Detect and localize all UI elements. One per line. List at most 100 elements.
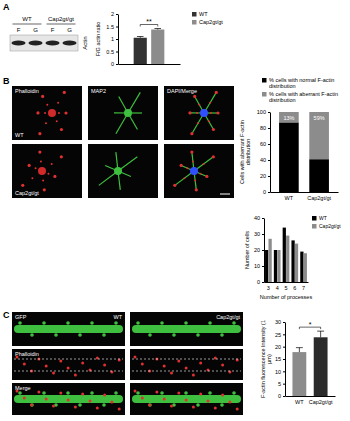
actin-spot — [56, 120, 58, 122]
dendritic-spine — [78, 333, 82, 337]
actin-spot — [193, 95, 196, 98]
dendrite — [132, 325, 241, 333]
legend-swatch — [262, 78, 267, 83]
y-tick-mark — [268, 176, 270, 177]
actin-spot — [187, 167, 189, 169]
actin-spot — [45, 122, 47, 124]
blot-band — [12, 41, 26, 46]
genotype-label: Cap2gt/gt — [15, 190, 39, 196]
actin-spot — [216, 111, 219, 114]
dendrite — [132, 395, 241, 403]
y-tick-mark — [116, 14, 118, 15]
error-bar — [154, 29, 161, 30]
actin-spot — [190, 132, 193, 135]
y-tick-mark — [262, 250, 264, 251]
bar — [291, 240, 294, 282]
figure-container: ABCFGFGWTCap2gt/gtActinPhalloidinMAP2DAP… — [0, 0, 350, 421]
plot-marks — [279, 112, 329, 192]
y-tick: 0.5 — [106, 49, 118, 55]
y-tick: 30 — [275, 319, 285, 325]
micrograph — [12, 312, 125, 346]
legend-swatch — [192, 20, 197, 25]
y-tick-label: 20 — [275, 344, 281, 350]
micrograph — [130, 349, 243, 380]
plot-marks — [292, 331, 327, 396]
y-tick: 10 — [275, 369, 285, 375]
legend-label: % cells with aberrant F-actindistributio… — [269, 91, 338, 103]
x-tick: 4 — [276, 285, 279, 291]
error-bar — [317, 331, 324, 337]
genotype-label: WT — [113, 314, 122, 320]
y-tick-label: 1.5 — [106, 24, 114, 30]
legend-swatch — [262, 92, 267, 97]
actin-spot — [96, 407, 99, 410]
y-tick: 2 — [111, 11, 118, 17]
actin-spot — [205, 175, 208, 178]
actin-spot — [170, 405, 173, 408]
x-tick: 3 — [267, 285, 270, 291]
y-tick: 25 — [275, 332, 285, 338]
actin-spot — [23, 397, 26, 400]
y-tick-mark — [283, 322, 285, 323]
x-axis: WTCap2gt/gt — [286, 397, 336, 405]
actin-spot — [60, 128, 63, 131]
lane-label: G — [67, 27, 72, 33]
dendritic-spine — [102, 333, 106, 337]
dendrite — [14, 325, 123, 333]
y-tick-mark — [283, 384, 285, 385]
actin-spot — [180, 164, 183, 167]
actin-spot — [192, 406, 195, 409]
y-tick-label: 15 — [275, 356, 281, 362]
actin-spot — [236, 408, 239, 411]
blot-band — [63, 41, 77, 46]
label-line: Number of cells — [244, 231, 250, 269]
y-tick: 0 — [278, 393, 285, 399]
actin-spot — [57, 102, 59, 104]
y-axis-line — [264, 219, 265, 283]
y-tick-label: 10 — [275, 369, 281, 375]
legend-label: Cap2gt/gt — [199, 19, 223, 25]
actin-spot — [210, 112, 212, 114]
y-axis-title: Number of cells — [244, 231, 250, 269]
actin-spot — [192, 374, 195, 377]
y-tick-mark — [283, 371, 285, 372]
cell-body — [200, 109, 208, 117]
group-underline — [47, 24, 76, 25]
actin-spot — [64, 111, 67, 114]
y-axis-line — [270, 113, 271, 193]
actin-spot — [173, 184, 176, 187]
bar — [309, 112, 329, 159]
panel-b-images: PhalloidinMAP2DAPI/MergeWTCap2gt/gt — [12, 86, 234, 198]
dendritic-spine — [196, 333, 200, 337]
actin-spot — [221, 364, 224, 367]
y-axis: 00.511.52 — [106, 11, 118, 67]
error-bar — [137, 37, 144, 38]
legend-label: WT — [319, 215, 327, 221]
y-tick-label: 40 — [254, 215, 260, 221]
x-axis-title: Number of processes — [260, 294, 313, 300]
bar — [279, 112, 299, 122]
actin-spot — [221, 394, 224, 397]
label-line: μm) — [266, 354, 272, 364]
actin-spot — [192, 161, 194, 163]
significance-label: * — [309, 321, 312, 328]
group-label: Cap2gt/gt — [48, 16, 74, 22]
panel-letter: A — [3, 2, 10, 12]
actin-spot — [35, 167, 37, 169]
data-label: 59% — [314, 115, 325, 121]
actin-spot — [134, 356, 137, 359]
x-tick-label: 6 — [293, 285, 296, 291]
y-tick: 5 — [278, 381, 285, 387]
dendritic-spine — [66, 321, 70, 325]
y-tick-mark — [283, 334, 285, 335]
blot-band — [29, 41, 43, 46]
actin-spot — [37, 391, 40, 394]
actin-spot — [23, 363, 26, 366]
actin-spot — [41, 95, 44, 98]
actin-spot — [197, 122, 199, 124]
micrograph — [130, 312, 243, 346]
cell-body — [38, 167, 46, 175]
actin-spot — [199, 362, 202, 365]
dendritic-spine — [42, 321, 46, 325]
protein-label: Actin — [82, 36, 88, 49]
